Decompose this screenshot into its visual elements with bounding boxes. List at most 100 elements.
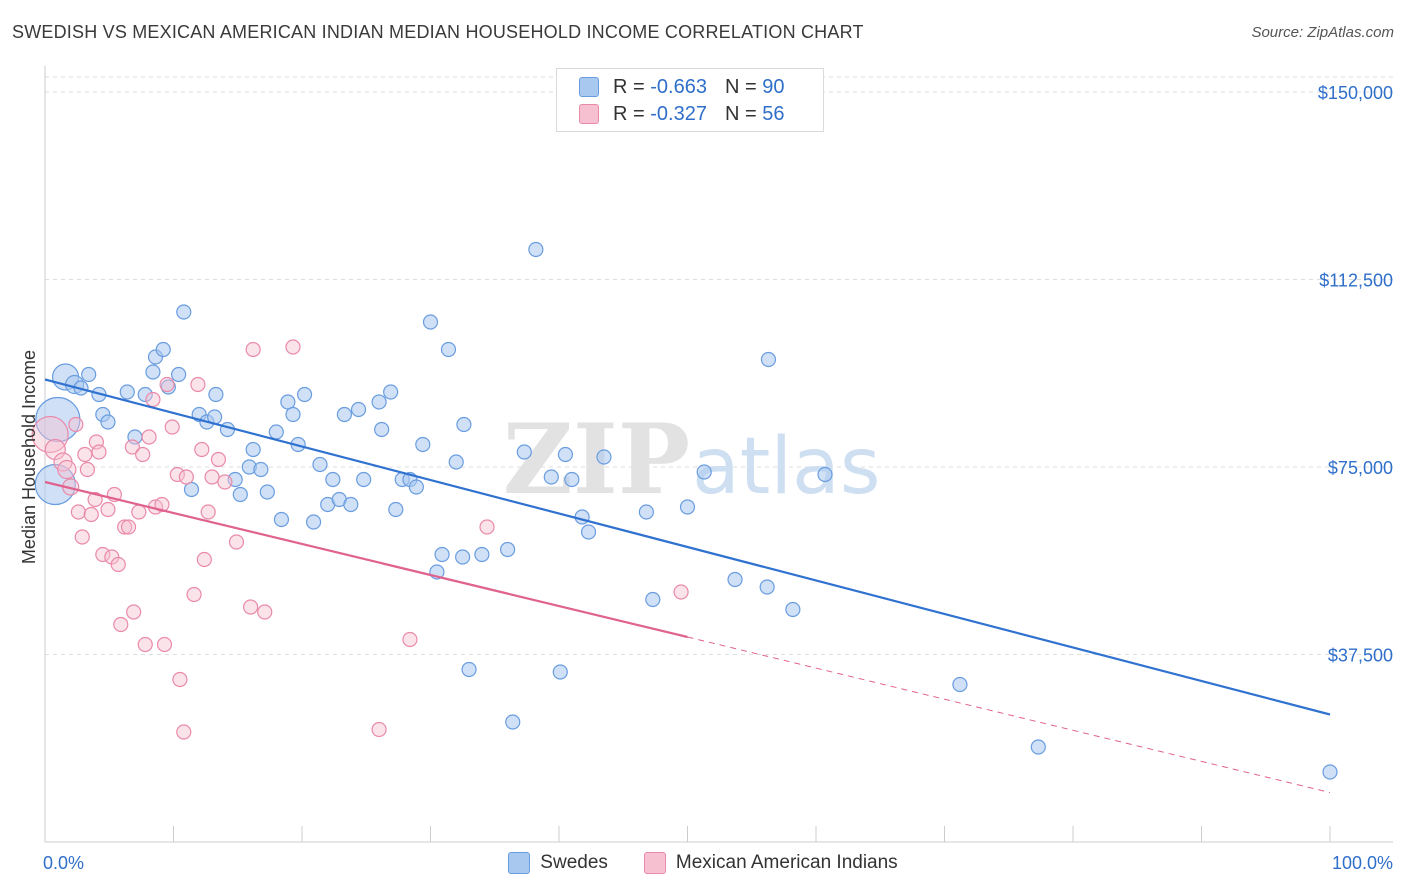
legend-r-value-swedes: -0.663 — [650, 75, 707, 98]
point-mexican — [245, 341, 261, 358]
point-mexican — [113, 616, 129, 633]
point-swedes — [415, 436, 431, 453]
point-mexican — [186, 586, 202, 603]
grid-lines — [45, 76, 1393, 655]
series-swatch-swedes — [508, 852, 531, 874]
point-swedes — [296, 386, 313, 403]
point-swedes — [259, 484, 275, 500]
point-mexican — [371, 721, 387, 738]
point-mexican — [178, 469, 194, 485]
point-swedes — [388, 501, 404, 518]
point-mexican — [228, 534, 245, 550]
x-tick-label-min: 0.0% — [43, 853, 84, 873]
point-mexican — [190, 376, 206, 393]
point-mexican — [141, 429, 157, 445]
point-swedes — [119, 384, 135, 400]
point-mexican — [145, 391, 161, 408]
point-mexican — [176, 724, 192, 740]
point-mexican — [196, 551, 212, 568]
point-mexican — [44, 438, 66, 461]
point-mexican — [120, 519, 137, 535]
point-swedes — [371, 394, 387, 410]
point-swedes — [253, 461, 269, 478]
point-mexican — [110, 556, 126, 573]
point-swedes — [408, 479, 424, 495]
point-swedes — [759, 579, 775, 595]
point-mexican — [154, 496, 170, 513]
series-label-swedes: Swedes — [540, 852, 608, 873]
point-mexican — [70, 504, 87, 520]
point-swedes — [232, 486, 248, 503]
point-mexican — [673, 584, 689, 600]
point-mexican — [402, 631, 418, 648]
point-mexican — [124, 439, 140, 455]
x-tick-label-max: 100.0% — [1332, 853, 1393, 873]
point-swedes — [552, 664, 568, 680]
point-mexican — [194, 441, 210, 458]
point-swedes — [785, 601, 801, 618]
point-mexican — [117, 519, 133, 535]
point-swedes — [456, 416, 472, 433]
point-mexican — [135, 446, 151, 463]
series-legend-swedes[interactable]: Swedes — [508, 852, 608, 874]
point-mexican — [204, 469, 220, 485]
point-mexican — [156, 636, 173, 653]
point-swedes — [81, 366, 97, 383]
trend-line-swedes — [44, 378, 1331, 716]
point-swedes — [505, 714, 521, 730]
point-swedes — [176, 304, 192, 320]
series-label-mexican: Mexican American Indians — [675, 852, 898, 873]
legend-swatch-swedes — [579, 77, 599, 97]
point-mexican — [210, 451, 227, 468]
point-mexican — [100, 501, 116, 518]
legend-row-swedes: R = -0.663 N = 90 — [579, 75, 784, 99]
point-mexican — [164, 419, 180, 435]
point-swedes — [160, 379, 176, 395]
series-legend-mexican[interactable]: Mexican American Indians — [643, 852, 898, 874]
point-swedes — [350, 401, 367, 418]
y-tick-label: $112,500 — [1319, 271, 1393, 291]
point-swedes — [343, 496, 359, 513]
trend-lines — [44, 378, 1331, 793]
series-legend: Swedes Mexican American Indians — [0, 852, 1406, 874]
point-swedes — [422, 314, 439, 330]
point-swedes — [336, 406, 353, 423]
point-swedes — [100, 414, 116, 430]
point-swedes — [305, 514, 322, 530]
point-swedes — [696, 464, 712, 480]
point-swedes — [448, 454, 464, 470]
point-swedes — [374, 421, 390, 438]
axis-labels: $37,500 $75,000 $112,500 $150,000 0.0% 100.0%… — [19, 83, 1393, 873]
scatter-points — [31, 241, 1338, 780]
point-swedes — [434, 546, 450, 563]
point-swedes — [564, 471, 580, 488]
point-swedes — [325, 471, 341, 488]
point-swedes — [183, 481, 200, 498]
point-mexican — [77, 446, 93, 463]
point-swedes — [285, 406, 301, 423]
point-swedes — [528, 241, 544, 258]
watermark: ZIP atlas — [503, 403, 881, 516]
point-mexican — [83, 506, 99, 523]
point-mexican — [217, 474, 233, 490]
point-swedes — [543, 469, 559, 485]
point-mexican — [74, 529, 90, 545]
point-swedes — [1322, 764, 1338, 780]
point-mexican — [95, 546, 111, 563]
legend-row-mexican: R = -0.327 N = 56 — [579, 102, 784, 126]
trend-line-mexican — [44, 480, 688, 639]
y-tick-label: $150,000 — [1318, 83, 1393, 103]
point-swedes — [817, 466, 833, 483]
legend-r-label: R = — [613, 102, 645, 125]
axes — [44, 66, 1393, 843]
point-mexican — [131, 504, 147, 520]
point-swedes — [273, 511, 290, 528]
source-label: Source: ZipAtlas.com — [1251, 24, 1394, 41]
legend-n-label: N = — [724, 75, 757, 98]
legend-n-value-mexican: 56 — [762, 102, 785, 125]
point-swedes — [312, 456, 328, 473]
series-swatch-mexican — [643, 852, 666, 874]
legend-r-label: R = — [613, 75, 645, 98]
point-mexican — [79, 461, 96, 478]
